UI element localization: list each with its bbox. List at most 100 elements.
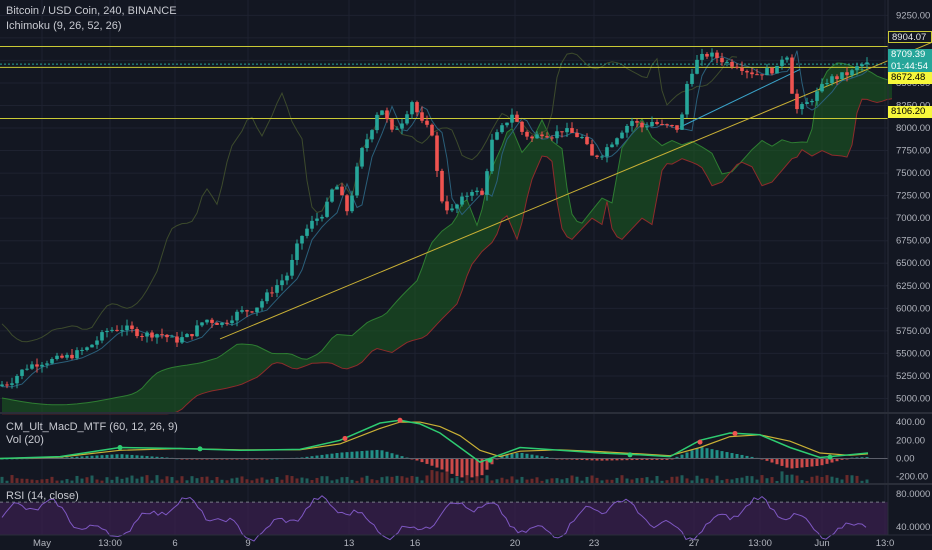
volume-bar <box>330 480 334 483</box>
candle-body <box>55 355 59 360</box>
candle-body <box>275 285 279 293</box>
cloud-segment <box>482 186 487 252</box>
volume-bar <box>465 475 469 483</box>
macd-histogram-bar <box>150 456 154 459</box>
candle-body <box>365 139 369 149</box>
time-tick-label: 23 <box>589 538 600 549</box>
price-tick-label: 7750.00 <box>896 146 930 157</box>
candle-body <box>485 171 489 195</box>
volume-bar <box>440 472 444 483</box>
candle-body <box>95 340 99 345</box>
rsi-legend[interactable]: RSI (14, close) <box>6 490 79 502</box>
horizontal-levels[interactable] <box>0 46 888 119</box>
cloud-segment <box>92 401 97 414</box>
volume-bar <box>75 475 79 483</box>
volume-bar <box>775 480 779 483</box>
macd-histogram-bar <box>430 458 434 466</box>
candle-body <box>860 64 864 67</box>
macd-cross-dot <box>487 457 493 463</box>
volume-bar <box>655 476 659 483</box>
volume-bar <box>170 477 174 483</box>
cloud-segment <box>622 140 627 240</box>
macd-histogram-bar <box>460 458 464 478</box>
cloud-segment <box>457 202 462 304</box>
candle-body <box>35 364 39 367</box>
cloud-segment <box>162 368 167 414</box>
cloud-segment <box>637 119 642 224</box>
macd-histogram-bar <box>455 458 459 477</box>
macd-tick-label: 200.00 <box>896 435 925 446</box>
candle-body <box>75 350 79 359</box>
macd-histogram-bar <box>125 454 129 459</box>
volume-bar <box>120 478 124 483</box>
cloud-segment <box>552 141 557 202</box>
cloud-segment <box>277 353 282 364</box>
volume-bar <box>340 477 344 483</box>
candle-body <box>565 128 569 133</box>
volume-bar <box>495 479 499 483</box>
candle-body <box>595 155 599 157</box>
volume-bar <box>210 480 214 483</box>
candle-body <box>280 280 284 286</box>
volume-bar <box>420 480 424 483</box>
time-axis[interactable]: May 13:00 6 9 13 16 20 23 27 13:00 Jun 13:0 <box>33 538 894 549</box>
cloud-segment <box>452 216 457 309</box>
macd-histogram-bar <box>660 458 664 460</box>
pane-dividers[interactable] <box>0 0 932 536</box>
cloud-segment <box>492 156 497 243</box>
cloud-segment <box>877 76 882 103</box>
candle-body <box>115 329 119 331</box>
volume-bar <box>385 476 389 483</box>
cloud-segment <box>432 236 437 330</box>
candle-body <box>50 359 54 364</box>
macd-cross-dot <box>197 446 203 452</box>
volume-bar <box>595 477 599 483</box>
macd-histogram-bar <box>110 454 114 459</box>
macd-histogram-bar <box>720 451 724 459</box>
candle-body <box>480 190 484 195</box>
candle-body <box>675 125 679 130</box>
volume-bar <box>760 475 764 483</box>
symbol-legend[interactable]: Bitcoin / USD Coin, 240, BINANCE <box>6 5 177 17</box>
price-tag-level-top: 8904.07 <box>888 31 932 43</box>
volume-bar <box>310 479 314 483</box>
macd-histogram-bar <box>370 450 374 459</box>
volume-bar <box>515 479 519 483</box>
volume-bar <box>115 476 119 483</box>
cloud-segment <box>787 141 792 165</box>
ichimoku-legend[interactable]: Ichimoku (9, 26, 52, 26) <box>6 20 122 32</box>
candle-body <box>725 61 729 63</box>
volume-title: Vol (20) <box>6 434 44 446</box>
macd-legend[interactable]: CM_Ult_MacD_MTF (60, 12, 26, 9) <box>6 421 178 433</box>
cloud-segment <box>632 126 637 229</box>
trendlines[interactable] <box>219 41 932 340</box>
chikou-span-line <box>1 52 738 343</box>
volume-bar <box>400 476 404 483</box>
candle-body <box>545 136 549 138</box>
cloud-segment <box>612 175 617 237</box>
cloud-segment <box>717 163 722 184</box>
macd-histogram-bar <box>540 456 544 459</box>
candle-body <box>605 147 609 157</box>
candle-body <box>665 124 669 126</box>
macd-histogram-bar <box>750 456 754 459</box>
candle-body <box>750 72 754 75</box>
volume-bar <box>5 480 9 483</box>
candle-body <box>340 186 344 196</box>
volume-bar <box>430 470 434 483</box>
volume-bar <box>215 476 219 483</box>
candle-body <box>0 384 4 387</box>
price-tick-label: 5250.00 <box>896 371 930 382</box>
volume-bar <box>545 479 549 483</box>
volume-bar <box>690 480 694 483</box>
volume-bar <box>840 479 844 483</box>
cloud-segment <box>67 404 72 414</box>
macd-histogram-bar <box>630 458 634 461</box>
candle-body <box>310 220 314 229</box>
volume-legend[interactable]: Vol (20) <box>6 434 44 446</box>
candle-body <box>405 114 409 124</box>
macd-histogram-bar <box>155 456 159 459</box>
trendline-1 <box>679 68 801 128</box>
volume-bar <box>280 479 284 483</box>
